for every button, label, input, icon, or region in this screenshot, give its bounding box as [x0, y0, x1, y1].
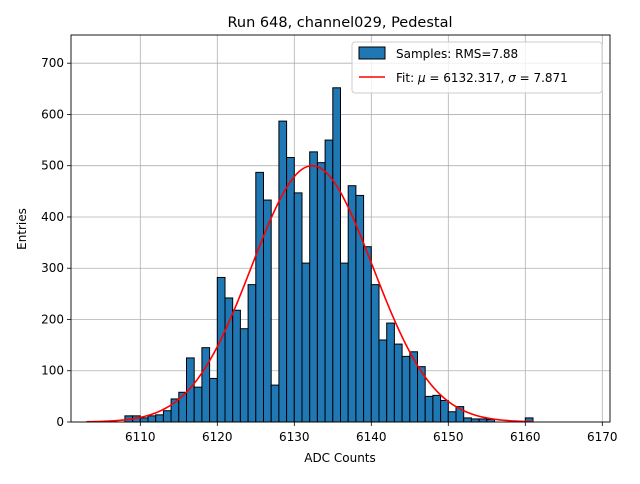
- histogram-bar: [147, 415, 157, 423]
- x-tick-label: 6120: [202, 430, 233, 444]
- histogram-bar: [239, 328, 249, 423]
- histogram-bar: [232, 309, 241, 423]
- y-tick-label: 0: [56, 415, 64, 429]
- histogram-bar: [162, 410, 172, 423]
- histogram-bar: [340, 262, 349, 423]
- histogram-bar: [247, 284, 257, 423]
- histogram-bar: [440, 399, 449, 423]
- legend-fit-label: Fit: μ = 6132.317, σ = 7.871: [396, 71, 568, 85]
- legend-box: [351, 41, 603, 94]
- x-axis-ticks: 6110 6120 6130 6140 6150 6160 6170: [125, 422, 618, 444]
- x-tick-label: 6160: [510, 430, 541, 444]
- histogram-bar: [463, 417, 472, 423]
- histogram-bar: [424, 395, 434, 423]
- y-tick-label: 200: [41, 312, 64, 326]
- x-tick-label: 6170: [587, 430, 618, 444]
- histogram-bar: [324, 139, 334, 423]
- histogram-bar: [370, 284, 380, 423]
- y-tick-label: 100: [41, 364, 64, 378]
- histogram-bar: [286, 157, 295, 423]
- histogram-bar: [401, 355, 411, 423]
- histogram-bar: [216, 276, 226, 423]
- histogram-bars: [124, 87, 534, 423]
- histogram-bar: [270, 384, 280, 423]
- y-tick-label: 700: [41, 56, 64, 70]
- histogram-bar: [363, 246, 372, 423]
- histogram-bar: [355, 194, 365, 423]
- histogram-bar: [316, 162, 326, 423]
- histogram-bar: [447, 411, 457, 423]
- legend: Samples: RMS=7.88 Fit: μ = 6132.317, σ =…: [351, 41, 603, 94]
- y-tick-label: 400: [41, 210, 64, 224]
- chart-title: Run 648, channel029, Pedestal: [227, 15, 452, 31]
- y-tick-label: 600: [41, 107, 64, 121]
- histogram-bar: [278, 120, 288, 423]
- histogram-bar: [478, 418, 488, 423]
- histogram-bar: [293, 192, 303, 423]
- histogram-bar: [139, 417, 149, 423]
- y-axis-label: Entries: [15, 208, 29, 250]
- histogram-bar: [470, 418, 480, 423]
- histogram-bar: [155, 414, 164, 423]
- legend-samples-label: Samples: RMS=7.88: [396, 47, 518, 61]
- histogram-bar: [432, 394, 442, 423]
- plot-frame: [70, 34, 611, 423]
- histogram-bar: [193, 386, 203, 423]
- y-tick-label: 500: [41, 159, 64, 173]
- y-tick-label: 300: [41, 261, 64, 275]
- fit-curve-layer: [86, 164, 534, 423]
- gaussian-fit-line: [86, 164, 534, 423]
- histogram-bar: [209, 377, 218, 423]
- histogram-bar: [301, 262, 311, 423]
- histogram-bar: [386, 322, 395, 423]
- x-tick-label: 6130: [279, 430, 310, 444]
- x-axis-label: ADC Counts: [304, 451, 376, 465]
- x-tick-label: 6150: [433, 430, 464, 444]
- x-tick-label: 6140: [356, 430, 387, 444]
- histogram-bar: [201, 347, 211, 423]
- histogram-bar: [332, 87, 341, 423]
- histogram-bar: [393, 343, 403, 423]
- histogram-bar: [255, 171, 265, 423]
- x-tick-label: 6110: [125, 430, 156, 444]
- legend-samples-swatch: [358, 46, 386, 60]
- y-axis-ticks: 0 100 200 300 400 500 600 700: [41, 56, 71, 429]
- histogram-bar: [309, 151, 318, 423]
- histogram-bar: [378, 339, 388, 423]
